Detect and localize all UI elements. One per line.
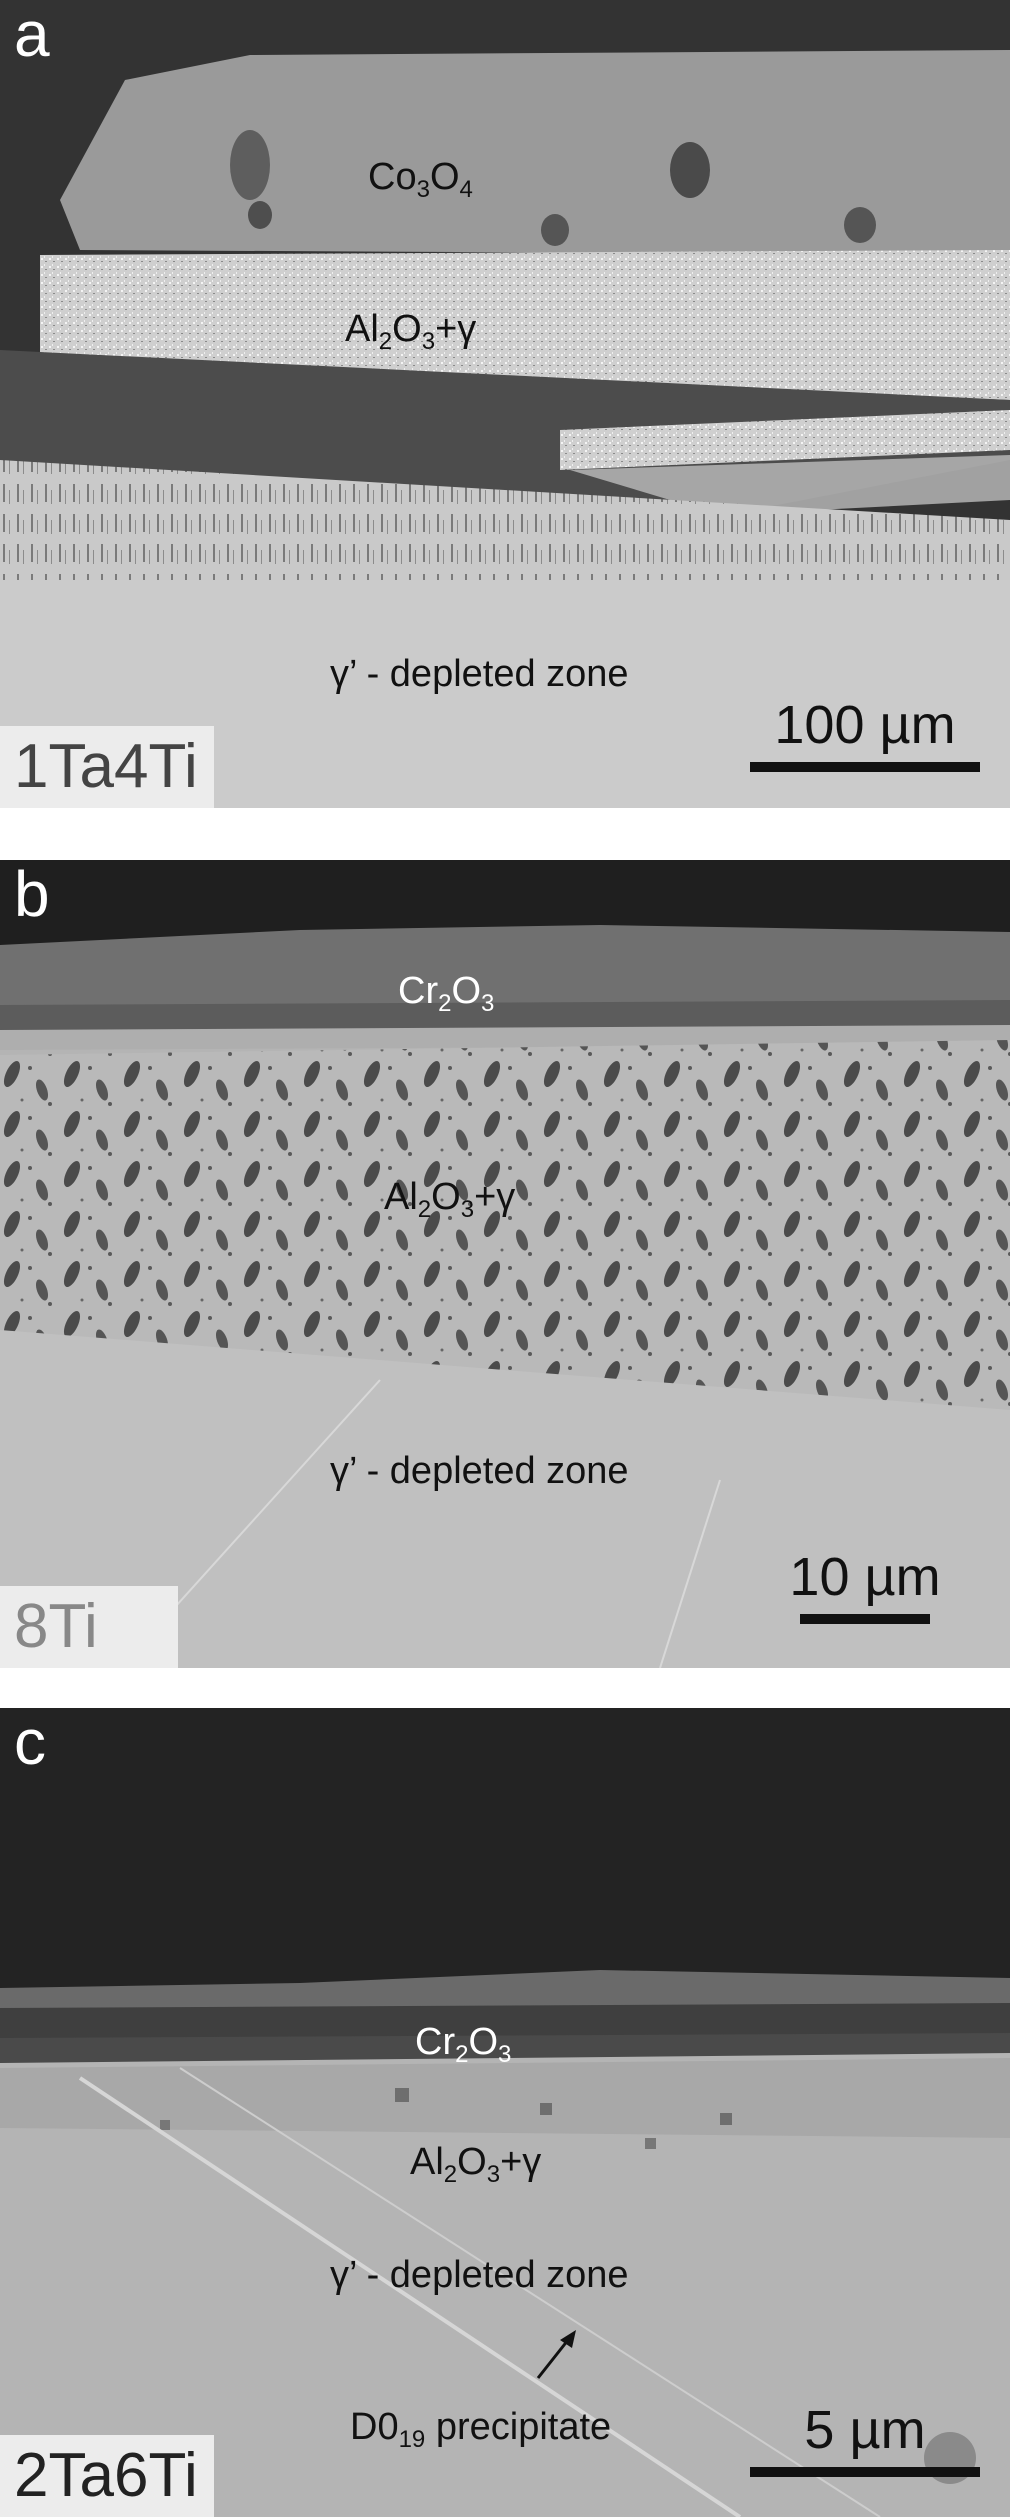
al2o3-gamma-label: Al2O3+γ	[410, 2141, 542, 2188]
scale-bar: 5 µm	[750, 2403, 980, 2477]
depleted-zone-label: γ’ - depleted zone	[330, 1450, 629, 1492]
sem-image-8ti	[0, 860, 1010, 1668]
panel-letter: c	[14, 1708, 46, 1778]
panel-a-micrograph: a Co3O4 Al2O3+γ γ’ - depleted zone 1Ta4T…	[0, 0, 1010, 808]
al2o3-gamma-label: Al2O3+γ	[384, 1176, 516, 1223]
panel-letter: a	[14, 0, 50, 70]
sample-label: 1Ta4Ti	[0, 726, 214, 808]
al2o3-gamma-label: Al2O3+γ	[345, 308, 477, 355]
panel-c-micrograph: c Cr2O3 Al2O3+γ γ’ - depleted zone D019 …	[0, 1708, 1010, 2517]
sem-image-1ta4ti	[0, 0, 1010, 808]
scale-bar-line	[750, 2467, 980, 2477]
cr2o3-label: Cr2O3	[415, 2021, 512, 2068]
scale-bar-text: 5 µm	[804, 2400, 926, 2460]
panel-b-micrograph: b Cr2O3 Al2O3+γ γ’ - depleted zone 8Ti 1…	[0, 860, 1010, 1668]
precipitate-arrow-icon	[536, 2330, 576, 2379]
scale-bar-text: 10 µm	[789, 1547, 941, 1607]
d019-precipitate-label: D019 precipitate	[350, 2406, 612, 2453]
panel-letter: b	[14, 860, 50, 930]
cr2o3-label: Cr2O3	[398, 970, 495, 1017]
scale-bar-text: 100 µm	[774, 695, 956, 755]
scale-bar-line	[800, 1614, 930, 1624]
co3o4-label: Co3O4	[368, 156, 473, 203]
sem-image-2ta6ti	[0, 1708, 1010, 2517]
scale-bar-line	[750, 762, 980, 772]
depleted-zone-label: γ’ - depleted zone	[330, 2254, 629, 2296]
sample-label: 8Ti	[0, 1586, 178, 1668]
depleted-zone-label: γ’ - depleted zone	[330, 653, 629, 695]
scale-bar: 100 µm	[750, 698, 980, 772]
scale-bar: 10 µm	[789, 1550, 941, 1624]
sample-label: 2Ta6Ti	[0, 2435, 214, 2517]
